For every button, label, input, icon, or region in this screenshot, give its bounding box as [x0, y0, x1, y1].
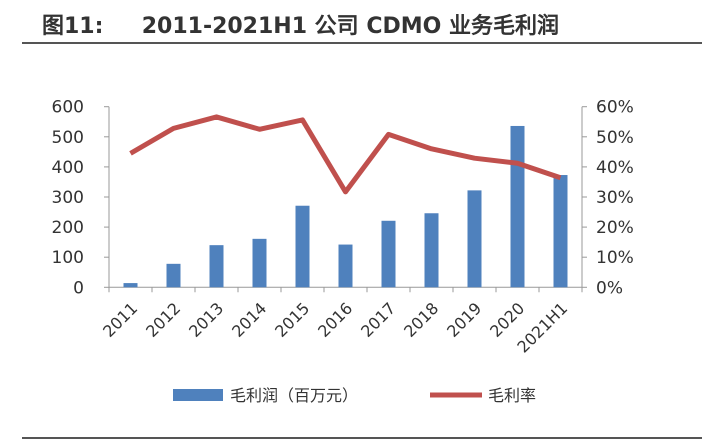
- legend-line-label: 毛利率: [488, 386, 536, 405]
- x-tick-label: 2016: [314, 299, 356, 341]
- x-tick-label: 2019: [443, 299, 485, 341]
- right-tick-label: 0%: [596, 278, 623, 298]
- bar-2015: [295, 205, 310, 288]
- bar-2013: [209, 245, 224, 288]
- bar-2019: [467, 190, 482, 288]
- right-tick-label: 50%: [596, 128, 634, 148]
- bar-2012: [166, 263, 181, 288]
- left-tick-label: 600: [52, 98, 84, 118]
- legend-bar-label: 毛利润（百万元）: [230, 386, 358, 405]
- chart-title: 图11: 2011-2021H1 公司 CDMO 业务毛利润: [42, 14, 560, 39]
- bar-2018: [424, 213, 439, 288]
- bar-2020: [510, 125, 525, 288]
- bar-2014: [252, 238, 267, 288]
- title-rule: [22, 42, 702, 44]
- x-tick-label: 2012: [142, 299, 184, 341]
- bottom-rule: [22, 437, 702, 439]
- x-tick-label: 2014: [228, 299, 270, 341]
- legend-bar-swatch: [173, 389, 223, 401]
- right-tick-label: 10%: [596, 248, 634, 268]
- bar-2016: [338, 244, 353, 288]
- right-tick-label: 60%: [596, 98, 634, 118]
- right-tick-label: 30%: [596, 188, 634, 208]
- x-tick-label: 2011: [99, 299, 141, 341]
- bar-2011: [123, 283, 138, 288]
- left-tick-label: 300: [52, 188, 84, 208]
- right-tick-label: 40%: [596, 158, 634, 178]
- x-tick-label: 2017: [357, 299, 399, 341]
- left-tick-label: 100: [52, 248, 84, 268]
- left-tick-label: 0: [73, 278, 84, 298]
- left-tick-label: 500: [52, 128, 84, 148]
- x-tick-label: 2018: [400, 299, 442, 341]
- right-tick-label: 20%: [596, 218, 634, 238]
- bar-2021H1: [553, 175, 568, 288]
- x-tick-label: 2013: [185, 299, 227, 341]
- left-tick-label: 400: [52, 158, 84, 178]
- bar-2017: [381, 220, 396, 288]
- line-gross-margin: [129, 114, 562, 195]
- left-tick-label: 200: [52, 218, 84, 238]
- x-tick-label: 2015: [271, 299, 313, 341]
